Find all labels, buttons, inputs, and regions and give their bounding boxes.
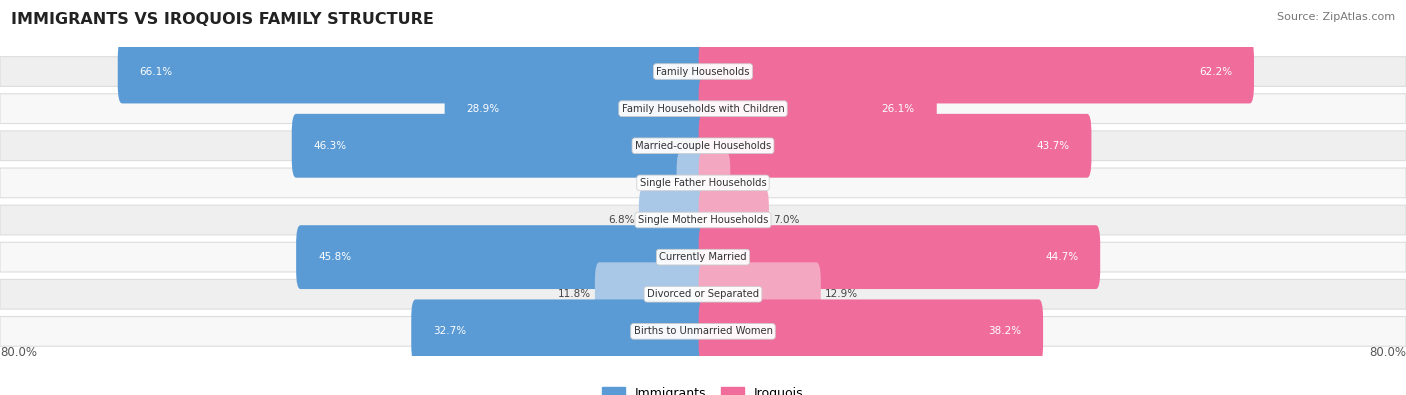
FancyBboxPatch shape xyxy=(638,188,707,252)
Text: 45.8%: 45.8% xyxy=(318,252,352,262)
Text: 38.2%: 38.2% xyxy=(988,326,1021,337)
FancyBboxPatch shape xyxy=(0,205,1406,235)
FancyBboxPatch shape xyxy=(595,262,707,326)
Text: Family Households with Children: Family Households with Children xyxy=(621,103,785,114)
FancyBboxPatch shape xyxy=(699,40,1254,103)
Text: Currently Married: Currently Married xyxy=(659,252,747,262)
Text: Source: ZipAtlas.com: Source: ZipAtlas.com xyxy=(1277,12,1395,22)
FancyBboxPatch shape xyxy=(0,94,1406,124)
Legend: Immigrants, Iroquois: Immigrants, Iroquois xyxy=(598,382,808,395)
Text: 44.7%: 44.7% xyxy=(1045,252,1078,262)
FancyBboxPatch shape xyxy=(292,114,707,178)
FancyBboxPatch shape xyxy=(676,151,707,215)
Text: 62.2%: 62.2% xyxy=(1199,66,1232,77)
FancyBboxPatch shape xyxy=(699,188,769,252)
FancyBboxPatch shape xyxy=(444,77,707,141)
Text: 32.7%: 32.7% xyxy=(433,326,467,337)
FancyBboxPatch shape xyxy=(0,131,1406,161)
Text: 2.6%: 2.6% xyxy=(734,178,761,188)
Text: 7.0%: 7.0% xyxy=(773,215,800,225)
Text: 12.9%: 12.9% xyxy=(825,289,858,299)
Text: Single Mother Households: Single Mother Households xyxy=(638,215,768,225)
Text: Divorced or Separated: Divorced or Separated xyxy=(647,289,759,299)
Text: Single Father Households: Single Father Households xyxy=(640,178,766,188)
FancyBboxPatch shape xyxy=(699,151,730,215)
Text: 26.1%: 26.1% xyxy=(882,103,915,114)
Text: Family Households: Family Households xyxy=(657,66,749,77)
Text: 80.0%: 80.0% xyxy=(0,346,37,359)
FancyBboxPatch shape xyxy=(699,299,1043,363)
FancyBboxPatch shape xyxy=(297,225,707,289)
Text: IMMIGRANTS VS IROQUOIS FAMILY STRUCTURE: IMMIGRANTS VS IROQUOIS FAMILY STRUCTURE xyxy=(11,12,434,27)
FancyBboxPatch shape xyxy=(699,225,1099,289)
FancyBboxPatch shape xyxy=(0,168,1406,198)
FancyBboxPatch shape xyxy=(699,262,821,326)
Text: 43.7%: 43.7% xyxy=(1036,141,1070,151)
Text: 6.8%: 6.8% xyxy=(607,215,634,225)
Text: 46.3%: 46.3% xyxy=(314,141,347,151)
Text: 80.0%: 80.0% xyxy=(1369,346,1406,359)
Text: 2.5%: 2.5% xyxy=(645,178,672,188)
FancyBboxPatch shape xyxy=(0,242,1406,272)
Text: 28.9%: 28.9% xyxy=(467,103,499,114)
FancyBboxPatch shape xyxy=(699,77,936,141)
FancyBboxPatch shape xyxy=(118,40,707,103)
FancyBboxPatch shape xyxy=(699,114,1091,178)
Text: Married-couple Households: Married-couple Households xyxy=(636,141,770,151)
Text: 66.1%: 66.1% xyxy=(139,66,173,77)
FancyBboxPatch shape xyxy=(0,316,1406,346)
Text: Births to Unmarried Women: Births to Unmarried Women xyxy=(634,326,772,337)
FancyBboxPatch shape xyxy=(0,279,1406,309)
FancyBboxPatch shape xyxy=(412,299,707,363)
FancyBboxPatch shape xyxy=(0,56,1406,87)
Text: 11.8%: 11.8% xyxy=(557,289,591,299)
